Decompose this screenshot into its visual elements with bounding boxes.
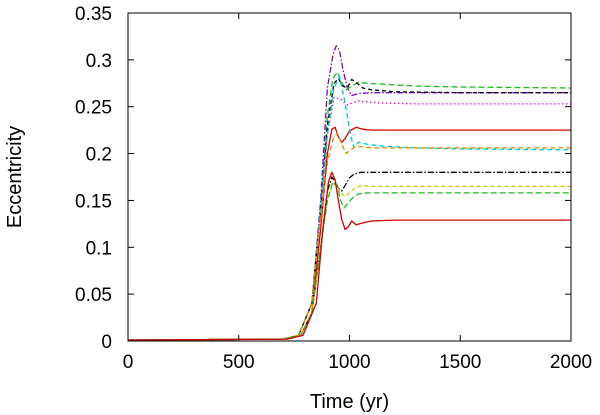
x-tick-label: 500 [223, 352, 255, 373]
x-tick-label: 2000 [550, 352, 592, 373]
x-tick-label: 1500 [439, 352, 481, 373]
x-axis-title: Time (yr) [310, 391, 389, 413]
series-line-red-solid-lower [127, 171, 571, 341]
y-tick-label: 0 [101, 332, 112, 353]
x-tick-label: 0 [123, 352, 134, 373]
plot-frame [127, 12, 572, 342]
series-layer [127, 45, 572, 341]
y-tick-label: 0.2 [86, 145, 112, 166]
y-tick-label: 0.1 [86, 238, 112, 259]
series-line-cyan-dashed [127, 76, 572, 341]
y-tick-label: 0.25 [75, 98, 112, 119]
y-tick-label: 0.35 [75, 4, 112, 25]
series-line-purple-dashdot [127, 45, 571, 341]
x-tick-label: 1000 [328, 352, 370, 373]
y-tick-label: 0.3 [86, 51, 112, 72]
y-tick-label: 0.05 [75, 285, 112, 306]
tick-labels-layer: 0 500 1000 1500 2000 0 0.05 0.1 0.15 0.2 0.25 0.3 0.… [75, 4, 592, 373]
y-tick-label: 0.15 [75, 191, 112, 212]
series-line-black-dashed [127, 77, 571, 341]
series-line-orange-dashed [127, 132, 571, 341]
y-axis-title: Eccentricity [4, 126, 26, 228]
series-line-black-dashdot [127, 171, 571, 341]
series-line-green-dashed-lower [127, 181, 571, 341]
